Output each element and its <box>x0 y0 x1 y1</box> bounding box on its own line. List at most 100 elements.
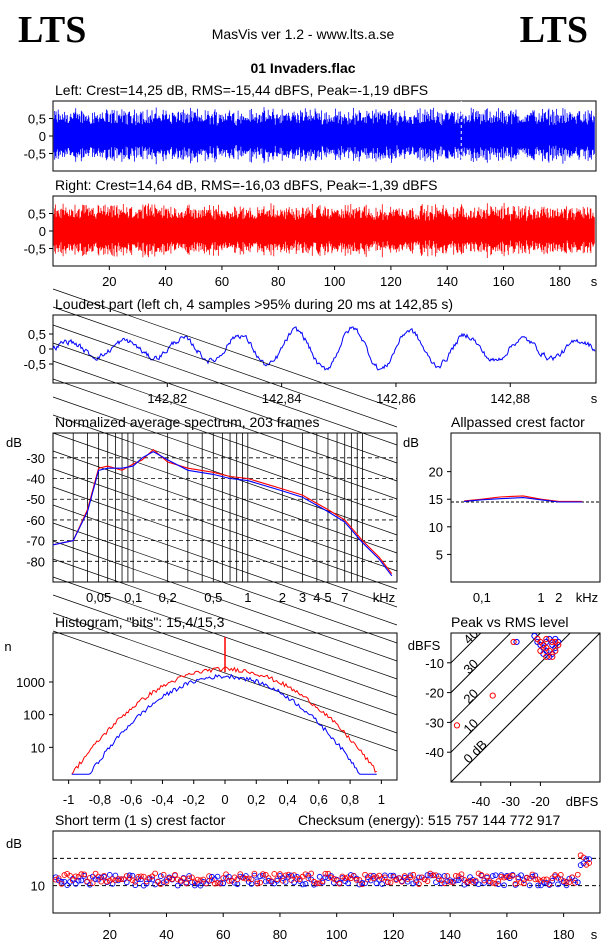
short-crest-point-right <box>438 877 445 884</box>
short-crest-frame <box>52 830 601 914</box>
short-crest-point-right <box>526 875 533 882</box>
short-crest-point-right <box>271 871 278 877</box>
short-crest-point-right <box>220 875 227 881</box>
loudest-part-signal <box>52 326 596 371</box>
short-crest-point-right <box>512 880 519 887</box>
left_waveform-ytick-label: 0 <box>39 129 46 144</box>
peak-rms-point-right <box>543 653 550 660</box>
short-crest-point-right <box>101 873 107 879</box>
peak-rms-diagonal <box>451 633 482 664</box>
loudest-xtick-label: 142,86 <box>376 391 416 406</box>
peak-rms-diagonals: 40 30 20 100 dB <box>451 626 600 782</box>
short-crest-point-right <box>509 872 516 879</box>
short-crest-point-right <box>240 875 246 881</box>
short-crest-point-right <box>78 871 85 878</box>
loudest-part-title: Loudest part (left ch, 4 samples >95% du… <box>55 296 454 312</box>
short-crest-point-left <box>540 879 547 886</box>
peak-rms-ytick-label: -10 <box>425 656 444 671</box>
short-crest-point-right <box>231 874 238 881</box>
short-crest-point-right <box>523 875 530 881</box>
peak-rms-diagonal-label: 40 <box>460 626 481 647</box>
short-crest-point-left <box>487 879 493 886</box>
short-crest-point-right <box>319 878 326 885</box>
crest-factor-title: Allpassed crest factor <box>451 414 585 430</box>
short-crest-point-right <box>566 879 573 886</box>
crest-xtick-label: 0,1 <box>473 590 491 605</box>
short-crest-xtick-label: 120 <box>383 927 405 942</box>
loudest-part-frame <box>52 314 597 384</box>
short-crest-point-right <box>521 880 527 887</box>
short-crest-point-right <box>186 875 193 882</box>
short-crest-point-right <box>112 877 119 884</box>
spectrum-slope-line <box>52 612 398 734</box>
histogram-series-left <box>71 673 377 775</box>
peak-rms-point-right <box>489 692 496 699</box>
short-crest-point-right <box>237 871 244 877</box>
histogram-ylabel: n <box>4 639 11 654</box>
spectrum-slope-line <box>52 522 398 644</box>
short-crest-point-right <box>399 878 405 885</box>
short-crest-point-right <box>557 871 564 878</box>
peak-rms-point-right <box>552 638 559 646</box>
peak-rms-point-left <box>513 638 520 646</box>
short-crest-point-right <box>200 876 207 883</box>
short-crest-point-left <box>407 872 414 879</box>
peak-rms-point-left <box>531 632 538 640</box>
short-crest-point-right <box>424 878 431 885</box>
loudest-ytick-label: -0,5 <box>24 357 46 372</box>
app-title: MasVis ver 1.2 - www.lts.a.se <box>211 26 395 42</box>
peak-rms-point-right <box>549 653 556 660</box>
short-crest-point-left <box>438 880 445 887</box>
short-crest-point-left <box>149 876 156 883</box>
short-crest-point-right <box>129 877 136 884</box>
short-crest-point-right <box>546 881 553 888</box>
checksum-label: Checksum (energy): 515 757 144 772 917 <box>298 812 561 828</box>
short-crest-point-right <box>138 873 144 880</box>
loudest-xtick-label: 142,82 <box>147 391 187 406</box>
short-crest-point-left <box>382 872 388 879</box>
short-crest-point-left <box>64 882 71 888</box>
right-waveform-xtick-label: 80 <box>271 274 285 289</box>
short-crest-point-right <box>342 875 349 882</box>
left-waveform-title: Left: Crest=14,25 dB, RMS=-15,44 dBFS, P… <box>55 82 429 98</box>
right_waveform-ytick-label: 0 <box>39 224 46 239</box>
short-crest-point-left <box>583 856 590 862</box>
short-crest-point-right <box>478 872 485 878</box>
short-crest-point-right <box>206 873 212 879</box>
short-crest-point-right <box>70 877 76 884</box>
lts-logo-right: LTS <box>519 9 588 51</box>
peak-rms-xtick-label: -20 <box>531 794 550 809</box>
spectrum-slope-line <box>52 342 398 464</box>
short-crest-point-right <box>95 873 102 880</box>
spectrum-xtick-label: 5 <box>324 590 331 605</box>
left_waveform-ytick-label: -0,5 <box>24 147 46 162</box>
spectrum-series-left <box>52 450 393 577</box>
short-crest-point-left <box>265 877 272 884</box>
short-crest-point-right <box>410 871 417 878</box>
peak-rms-point-right <box>537 647 544 654</box>
short-crest-point-left <box>376 876 383 883</box>
loudest-ytick-label: 0,5 <box>28 327 46 342</box>
short-crest-point-left <box>237 873 244 880</box>
short-crest-point-left <box>526 882 533 889</box>
loudest-xtick-label: 142,88 <box>490 391 530 406</box>
short-crest-point-right <box>370 875 377 882</box>
histogram-xtick-label: 0,4 <box>279 792 297 807</box>
short-crest-point-left <box>410 880 417 887</box>
short-crest-point-left <box>75 877 82 884</box>
peak-rms-point-right <box>546 647 553 654</box>
short-crest-point-left <box>435 873 442 880</box>
short-crest-point-right <box>404 876 411 882</box>
short-crest-point-right <box>450 879 456 886</box>
peak-rms-point-right <box>453 722 461 729</box>
crest-ylabel: dB <box>403 435 419 450</box>
short-crest-point-right <box>84 878 90 885</box>
short-crest-point-left <box>427 872 434 879</box>
short-crest-point-left <box>78 877 85 884</box>
short-crest-xtick-label: 80 <box>273 927 287 942</box>
short-crest-point-left <box>254 878 261 885</box>
peak-rms-xtick-label: dBFS <box>566 794 599 809</box>
short-crest-point-right <box>87 874 93 881</box>
short-crest-point-right <box>322 870 329 877</box>
short-crest-point-right <box>285 871 292 878</box>
